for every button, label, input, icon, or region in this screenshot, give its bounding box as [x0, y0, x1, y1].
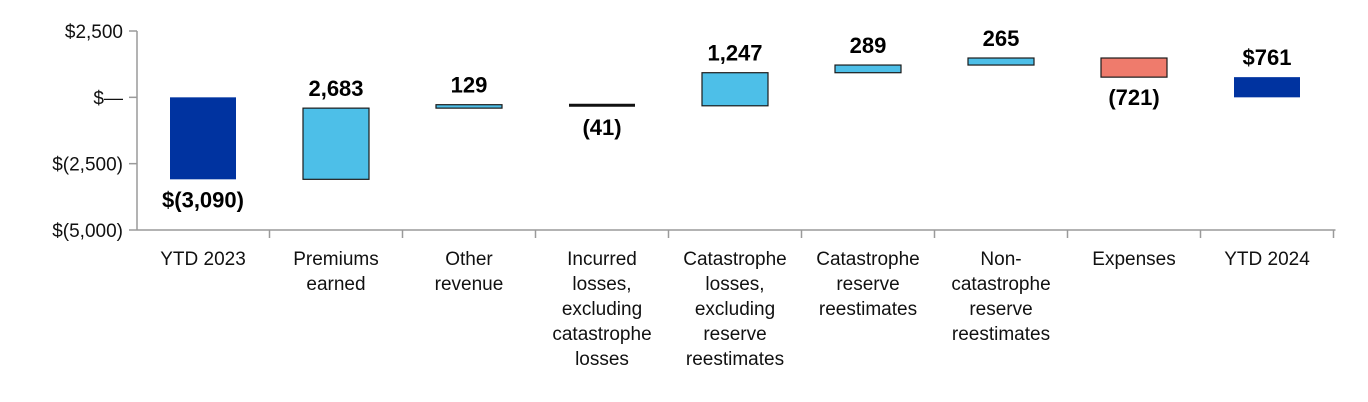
data-labels-group: $(3,090) 2,683 129 (41) 1,247 289 265 (721) $761	[162, 26, 1291, 212]
x-tick-label-line: YTD 2023	[160, 249, 246, 270]
y-tick-label: $—	[93, 88, 123, 109]
x-tick-label-line: catastrophe	[951, 274, 1050, 295]
bar-2	[302, 107, 370, 180]
bar-5	[701, 72, 769, 107]
x-tick-label-line: earned	[306, 274, 365, 295]
x-tick-label-line: reestimates	[952, 324, 1050, 345]
x-tick-label-line: reserve	[969, 299, 1032, 320]
x-axis: YTD 2023 Premiums earned Other revenue Incurr…	[137, 229, 1336, 370]
data-label: 289	[850, 33, 887, 58]
x-tick-label-line: reserve	[836, 274, 899, 295]
x-tick-label-line: YTD 2024	[1224, 249, 1310, 270]
x-tick-label-line: catastrophe	[552, 324, 651, 345]
x-tick-label-line: reserve	[703, 324, 766, 345]
x-tick-label-line: Premiums	[293, 249, 379, 270]
y-tick-label: $(2,500)	[52, 155, 123, 176]
x-tick-label: Premiums earned	[293, 249, 379, 295]
x-tick-label: Non-catastrophe reserve reestimates	[951, 249, 1050, 345]
data-label: 2,683	[308, 76, 363, 101]
y-tick-label: $2,500	[65, 22, 123, 43]
data-label: (41)	[582, 115, 621, 140]
x-tick-label: Catastrophe losses, excluding reserve reesti…	[683, 249, 787, 370]
x-tick-label: Expenses	[1092, 249, 1175, 270]
x-tick-label-line: Catastrophe	[816, 249, 920, 270]
x-tick-label-line: Catastrophe	[683, 249, 787, 270]
x-tick-label-line: losses,	[705, 274, 764, 295]
x-tick-label-line: excluding	[695, 299, 775, 320]
bar-3	[435, 104, 503, 109]
bar-8	[1100, 57, 1168, 78]
data-label: (721)	[1108, 85, 1159, 110]
x-tick-label-line: Non-	[980, 249, 1021, 270]
x-tick-label: Incurred losses, excluding catastrophe losse…	[552, 249, 651, 370]
x-tick-label-line: reestimates	[686, 349, 784, 370]
x-tick-label-line: losses	[575, 349, 629, 370]
x-tick-label-line: losses,	[572, 274, 631, 295]
bar-1	[170, 97, 236, 180]
y-axis: $2,500 $— $(2,500) $(5,000)	[52, 22, 138, 242]
y-tick-label: $(5,000)	[52, 221, 123, 242]
x-tick-label: Other revenue	[435, 249, 504, 295]
data-label: 265	[983, 26, 1020, 51]
x-tick-label-line: reestimates	[819, 299, 917, 320]
x-tick-label-line: revenue	[435, 274, 504, 295]
bar-4	[569, 103, 635, 107]
x-tick-label-line: excluding	[562, 299, 642, 320]
x-tick-label-line: Expenses	[1092, 249, 1175, 270]
x-tick-label-line: Incurred	[567, 249, 637, 270]
bar-7	[967, 57, 1035, 66]
data-label: 1,247	[707, 41, 762, 66]
x-tick-label: YTD 2024	[1224, 249, 1310, 270]
data-label: $761	[1243, 45, 1292, 70]
data-label: $(3,090)	[162, 187, 244, 212]
bars-group	[170, 57, 1300, 180]
x-tick-label: YTD 2023	[160, 249, 246, 270]
bar-9	[1234, 77, 1300, 98]
x-tick-label-line: Other	[445, 249, 493, 270]
x-tick-label: Catastrophe reserve reestimates	[816, 249, 920, 320]
bar-6	[834, 64, 902, 74]
data-label: 129	[451, 73, 488, 98]
